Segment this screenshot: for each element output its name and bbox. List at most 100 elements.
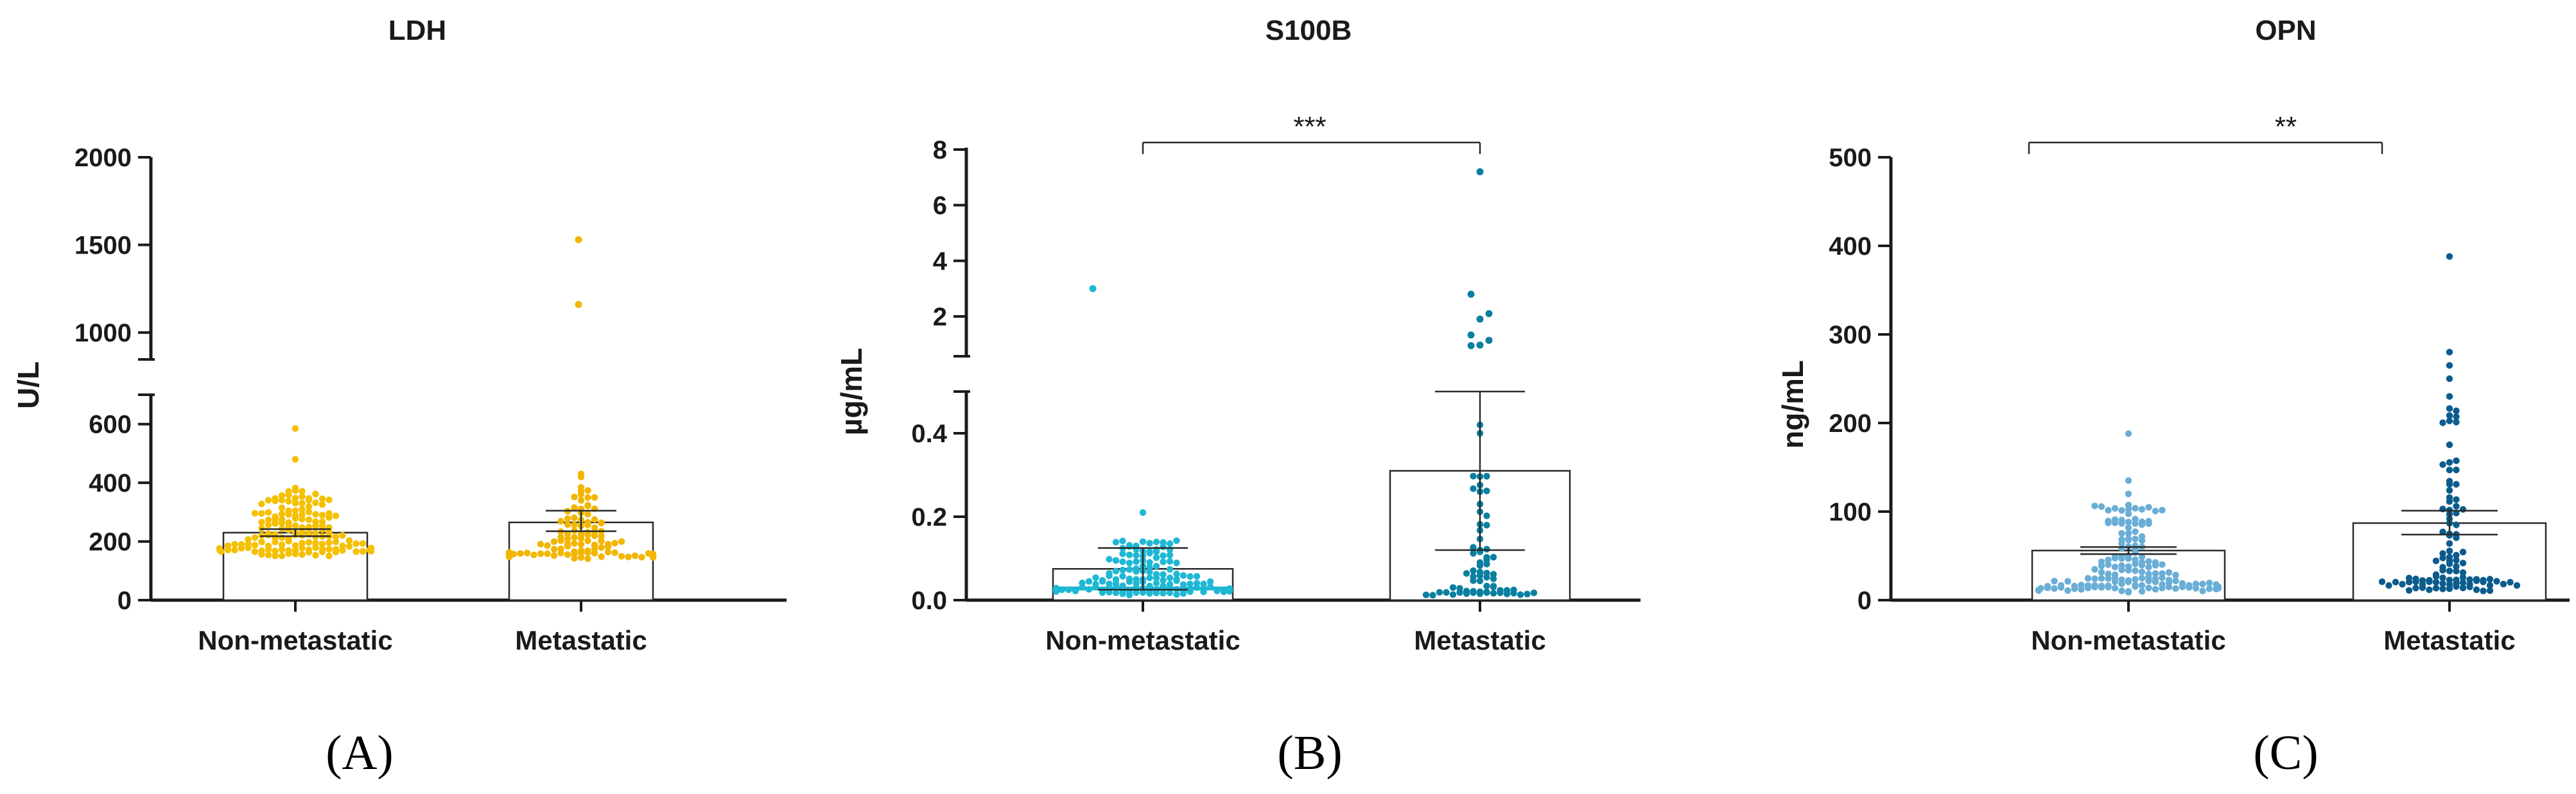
panel-a-group2-point: [550, 552, 558, 559]
panel-b-group1-point: [1153, 562, 1160, 570]
panel-a-group1-point: [216, 545, 223, 552]
panel-a-group2-point: [598, 553, 605, 560]
panel-b-group1-point: [1133, 576, 1140, 583]
panel-b-group1-point: [1153, 589, 1160, 597]
panel-b-group1-point: [1193, 573, 1201, 580]
panel-a-group2-point: [564, 535, 571, 542]
panel-c-group2-point: [2446, 362, 2453, 369]
panel-a-group2-point: [604, 543, 612, 550]
panel-b-y-tick-label: 2: [933, 303, 947, 331]
panel-c-group1-point: [2098, 558, 2105, 565]
panel-c-group1-point: [2132, 576, 2139, 583]
panel-a-group1-point: [299, 529, 306, 536]
panel-c-group1-point: [2118, 587, 2125, 594]
panel-c-group2-point: [2446, 553, 2453, 561]
panel-c-group2-point: [2459, 569, 2467, 576]
panel-c-group1-point: [2165, 569, 2173, 576]
panel-c-group1-point: [2172, 577, 2179, 585]
panel-a-group2-point: [575, 300, 582, 308]
panel-a-group2-point: [584, 487, 591, 494]
panel-a-group1-point: [285, 497, 292, 505]
panel-a-group1-point: [305, 516, 313, 523]
panel-a-group1-point: [305, 549, 313, 556]
panel-a-group1-point: [245, 536, 252, 543]
panel-b-label: (B): [1277, 726, 1342, 780]
panel-b-group1-point: [1126, 551, 1133, 558]
panel-c-group1-point: [2118, 536, 2125, 543]
panel-c-group2-point: [2466, 576, 2473, 583]
panel-a-group1-point: [332, 533, 340, 540]
panel-a-group1-point: [299, 493, 306, 500]
panel-c-group1-point: [2213, 581, 2220, 588]
panel-a-group2-point: [577, 497, 585, 504]
panel-a-group1-point: [292, 456, 299, 463]
panel-a-group2-point: [584, 531, 591, 539]
panel-a-group1-point: [318, 501, 326, 508]
panel-a-label: (A): [326, 726, 394, 780]
panel-a-group2-point: [625, 553, 632, 560]
panel-b-group2-point: [1470, 567, 1477, 574]
panel-a-group1-point: [326, 514, 333, 521]
panel-c-group1-point: [2105, 557, 2112, 564]
panel-c-group1-point: [2206, 585, 2213, 592]
panel-c-group2-point: [2446, 478, 2453, 485]
panel-a-group2-point: [557, 533, 564, 540]
panel-b-group2-point: [1470, 472, 1477, 479]
panel-b-group2-point: [1476, 562, 1484, 569]
panel-b-group1-point: [1146, 590, 1153, 597]
panel-b-group1-point: [1133, 565, 1140, 573]
panel-b-group1-point: [1166, 551, 1174, 559]
panel-c-group1-point: [2199, 580, 2206, 588]
panel-a-group1-point: [299, 539, 306, 547]
panel-c-group1-point: [2172, 585, 2179, 592]
panel-a-group1-point: [258, 524, 265, 532]
panel-b-group2-point: [1476, 577, 1484, 585]
panel-c-group1-point: [2138, 562, 2146, 569]
panel-c-group2-point: [2446, 540, 2453, 547]
panel-c-group1-point: [2051, 578, 2058, 585]
panel-c-group1-point: [2138, 533, 2146, 540]
panel-c-group1-point: [2084, 582, 2092, 589]
panel-c-group1-point: [2125, 530, 2132, 537]
panel-a-group2-point: [577, 540, 585, 548]
panel-a-group1-point: [292, 485, 299, 492]
panel-a-group2-point: [537, 540, 544, 548]
panel-b-y-tick-label: 4: [933, 247, 948, 275]
panel-b-group1-point: [1153, 539, 1160, 546]
panel-a-group1-point: [285, 550, 292, 557]
panel-c-group2-point: [2486, 576, 2494, 583]
panel-c-group2-point: [2473, 576, 2480, 583]
panel-c-group2-point: [2426, 586, 2433, 594]
panel-a-group1-point: [299, 544, 306, 551]
panel-c-group1-point: [2118, 507, 2125, 514]
panel-b-group1-point: [1112, 539, 1120, 546]
panel-a-y-tick-label: 2000: [74, 144, 132, 172]
panel-a-group2-point: [571, 548, 578, 555]
panel-b-group1-point: [1126, 575, 1133, 583]
panel-c-group1-point: [2125, 510, 2132, 517]
panel-b-group1-point: [1200, 580, 1207, 587]
panel-b-group1-point: [1173, 576, 1180, 583]
panel-c-group2-point: [2453, 466, 2460, 474]
panel-b-group1-point: [1112, 576, 1120, 583]
panel-b-category-1: Non-metastatic: [1045, 625, 1240, 655]
panel-c-group2-point: [2446, 567, 2453, 574]
panel-c-group2-point: [2439, 419, 2446, 426]
panel-b-group1-point: [1133, 551, 1140, 559]
panel-c-group2-point: [2453, 481, 2460, 488]
panel-b-group2-point: [1422, 591, 1430, 598]
panel-c-group1-point: [2138, 553, 2146, 560]
panel-b-group1-point: [1166, 581, 1174, 588]
panel-a-group2-point: [571, 494, 578, 501]
panel-b-group2-point: [1470, 549, 1477, 557]
panel-b-group1-point: [1139, 589, 1147, 596]
panel-b-group1-point: [1179, 590, 1187, 597]
panel-c-y-tick-label: 300: [1829, 321, 1872, 349]
panel-a-group1-point: [278, 496, 286, 504]
panel-c-group1-point: [2145, 584, 2152, 592]
panel-c-group2-point: [2446, 585, 2453, 592]
panel-c-group2-point: [2446, 393, 2453, 400]
panel-c-y-tick-label: 100: [1829, 498, 1872, 526]
panel-a-group1-point: [292, 550, 299, 558]
panel-a-group2-point: [584, 521, 591, 528]
